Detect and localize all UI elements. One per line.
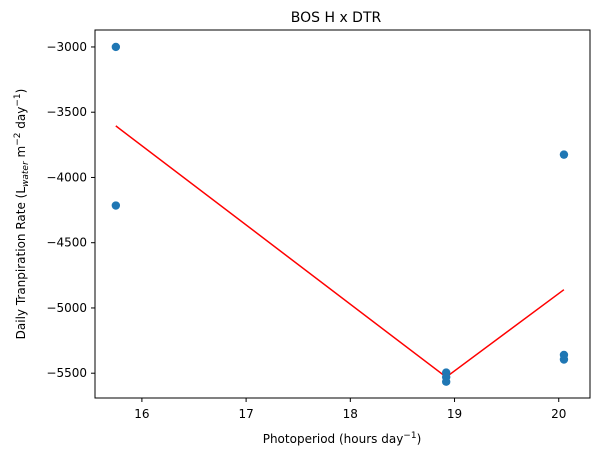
x-axis-label-sup: −1 [403, 431, 416, 441]
x-axis-label-tail: ) [417, 432, 422, 446]
x-tick-label: 18 [343, 407, 358, 421]
y-axis-label-p2: m [14, 146, 28, 162]
y-axis-label-p4: ) [14, 89, 28, 94]
y-axis-label-sup2: −1 [13, 93, 23, 106]
y-tick-label: −4000 [46, 170, 87, 184]
plot-marks [111, 42, 569, 386]
y-axis-label-p3: day [14, 107, 28, 133]
x-ticks: 16 17 18 19 20 [134, 398, 566, 421]
y-tick-label: −5000 [46, 301, 87, 315]
x-tick-label: 17 [238, 407, 253, 421]
y-axis-label-p1: Daily Tranpiration Rate (L [14, 187, 28, 340]
y-tick-label: −3000 [46, 40, 87, 54]
plot-frame [94, 29, 591, 399]
x-tick-label: 20 [551, 407, 566, 421]
x-axis-label-main: Photoperiod (hours day [263, 432, 404, 446]
scatter-point-7 [559, 355, 569, 364]
chart-title: BOS H x DTR [291, 10, 382, 26]
scatter-point-0 [111, 42, 121, 52]
scatter-point-1 [111, 201, 121, 210]
y-tick-label: −5500 [46, 366, 87, 380]
x-tick-label: 19 [447, 407, 462, 421]
scatter-point-5 [559, 150, 569, 159]
x-tick-label: 16 [134, 407, 149, 421]
y-axis-label: Daily Tranpiration Rate (Lwater m−2 day−… [13, 89, 31, 340]
y-ticks: −3000 −3500 −4000 −4500 −5000 −5500 [46, 40, 95, 380]
y-axis-label-sup1: −2 [13, 133, 23, 146]
x-axis-label: Photoperiod (hours day−1) [263, 431, 422, 446]
y-tick-label: −4500 [46, 236, 87, 250]
scatter-point-4 [441, 377, 451, 386]
y-tick-label: −3500 [46, 105, 87, 119]
y-axis-label-sub: water [21, 160, 31, 187]
